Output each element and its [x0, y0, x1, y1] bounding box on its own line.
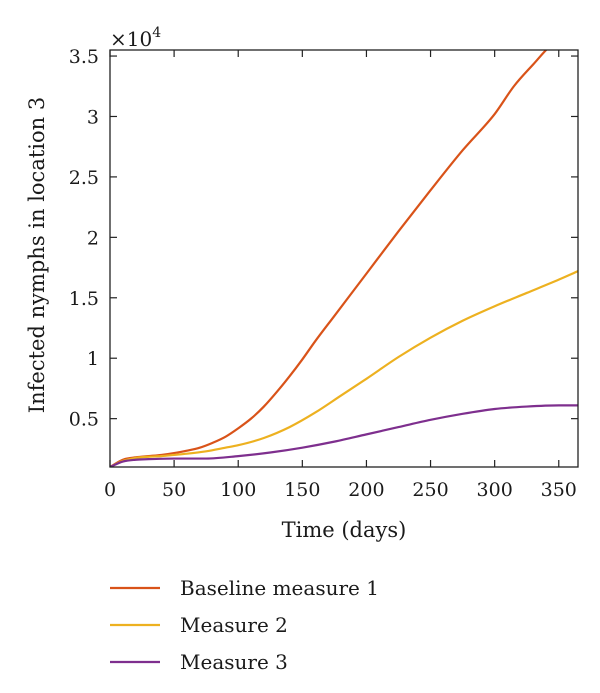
- y-tick-label: 3.5: [69, 46, 99, 68]
- legend-label-1: Baseline measure 1: [180, 576, 379, 600]
- x-tick-label: 100: [220, 479, 256, 501]
- series-line-3: [110, 404, 578, 467]
- legend-label-3: Measure 3: [180, 650, 288, 674]
- y-multiplier-base: ×10: [110, 27, 152, 51]
- plot-frame: [109, 49, 579, 468]
- y-tick-label: 1: [87, 348, 99, 370]
- x-tick-label: 250: [412, 479, 448, 501]
- y-tick-label: 3: [87, 106, 99, 128]
- x-tick-label: 350: [541, 479, 577, 501]
- y-tick-label: 2.5: [69, 167, 99, 189]
- series-lines: [110, 50, 578, 467]
- x-tick-label: 300: [477, 479, 513, 501]
- y-tick-label: 2: [87, 227, 99, 249]
- y-tick-label: 1.5: [69, 288, 99, 310]
- x-tick-label: 0: [104, 479, 116, 501]
- legend-label-2: Measure 2: [180, 613, 288, 637]
- series-line-1: [110, 50, 548, 467]
- x-axis-label: Time (days): [282, 518, 407, 542]
- x-tick-label: 50: [162, 479, 186, 501]
- series-line-2: [110, 270, 578, 467]
- plot-area: 0 50 100 150 200 250 300 350 0.5 1 1.5 2 2.5 3 3.5: [69, 46, 579, 501]
- x-tick-label: 150: [284, 479, 320, 501]
- y-multiplier: ×104: [110, 25, 161, 51]
- legend: Baseline measure 1 Measure 2 Measure 3: [110, 576, 379, 674]
- y-multiplier-exponent: 4: [152, 25, 161, 41]
- y-tick-label: 0.5: [69, 409, 99, 431]
- x-tick-label: 200: [348, 479, 384, 501]
- y-axis-label: Infected nymphs in location 3: [25, 97, 49, 413]
